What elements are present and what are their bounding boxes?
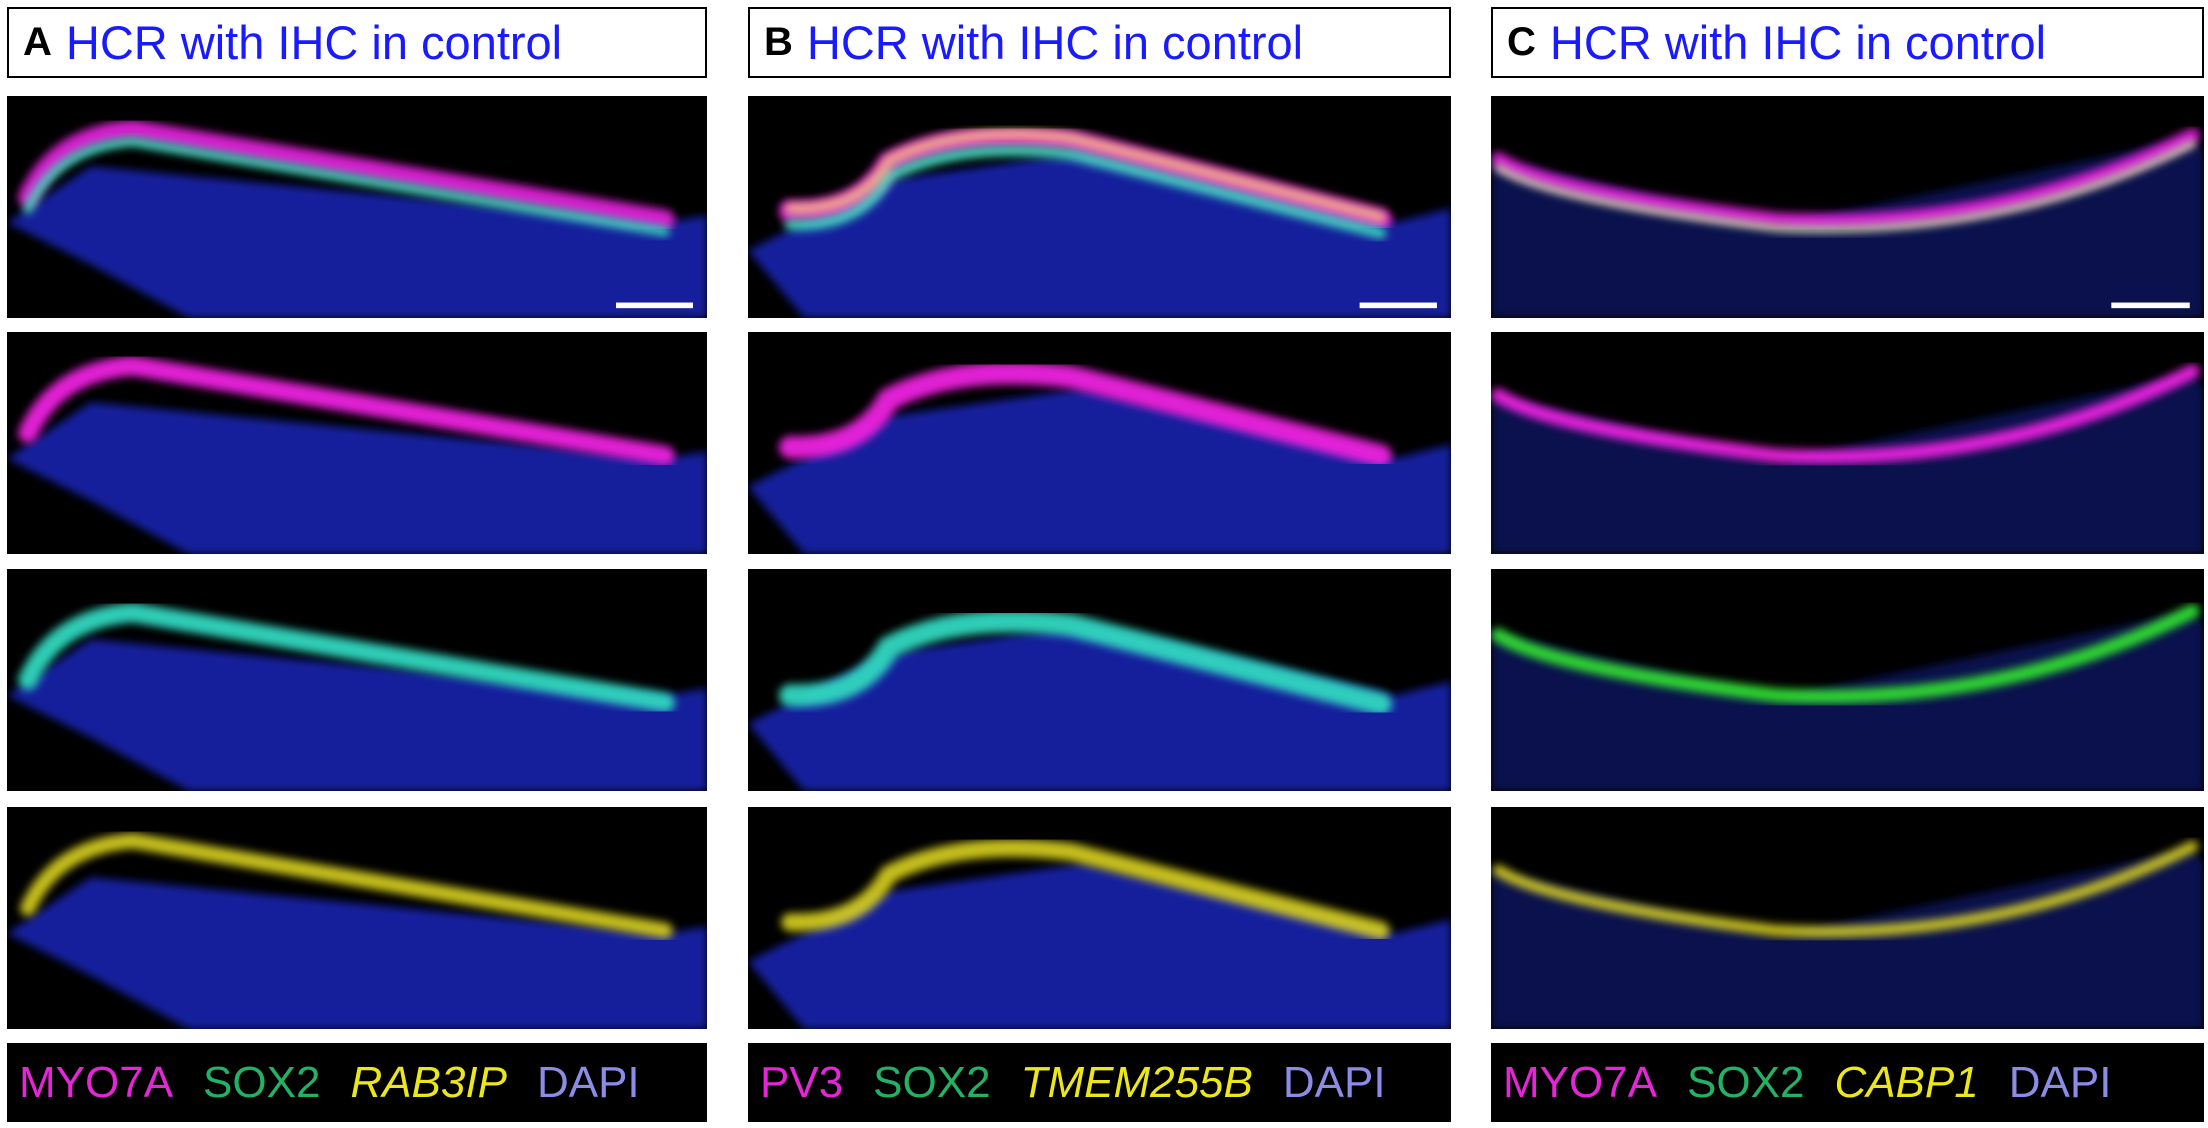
micrograph-svg — [7, 119, 707, 318]
panel-column: A HCR with IHC in control MYO7A SOX2 RAB3IP D… — [7, 0, 707, 1128]
signal-band — [781, 839, 1390, 940]
signal-band — [18, 355, 675, 466]
panel-title: HCR with IHC in control — [806, 16, 1304, 69]
panel-column: C HCR with IHC in control MYO7A SOX2 CABP1 DA… — [1491, 0, 2204, 1128]
signal-band — [1491, 128, 2200, 228]
dapi-tissue — [748, 863, 1451, 1029]
micrograph-svg — [748, 610, 1451, 791]
panel-header: C HCR with IHC in control — [1491, 7, 2204, 78]
micrograph — [7, 96, 707, 318]
signal-band — [1491, 604, 2200, 704]
signal-band — [1491, 364, 2200, 464]
dapi-tissue — [7, 639, 707, 791]
micrograph — [748, 332, 1451, 554]
signal-band — [784, 128, 1387, 223]
dapi-tissue — [7, 402, 707, 554]
panel-header: B HCR with IHC in control — [748, 7, 1451, 78]
panel-header: A HCR with IHC in control — [7, 7, 707, 78]
micrograph — [748, 569, 1451, 791]
micrograph — [1491, 807, 2204, 1029]
signal-band — [778, 361, 1392, 467]
panel-title: HCR with IHC in control — [65, 16, 563, 69]
signal-band — [1492, 840, 2199, 938]
signal-band — [18, 602, 675, 713]
signal-band — [20, 832, 673, 939]
legend-label: DAPI — [2008, 1057, 2112, 1107]
micrograph-svg — [1491, 128, 2204, 318]
panel-title: HCR with IHC in control — [1549, 16, 2047, 69]
panel-letter: B — [764, 20, 793, 64]
dapi-tissue — [1491, 374, 2204, 554]
micrograph — [748, 96, 1451, 318]
micrograph — [1491, 332, 2204, 554]
legend-label: DAPI — [536, 1057, 640, 1107]
micrograph — [1491, 569, 2204, 791]
panel-column: B HCR with IHC in control PV3 SOX2 TMEM255B D… — [748, 0, 1451, 1128]
micrograph-svg — [7, 832, 707, 1029]
legend-label: SOX2 — [1687, 1057, 1805, 1107]
dapi-tissue — [7, 877, 707, 1029]
dapi-tissue — [748, 152, 1451, 318]
micrograph — [748, 807, 1451, 1029]
legend-bar: MYO7A SOX2 CABP1 DAPI — [1491, 1043, 2204, 1122]
micrograph — [7, 569, 707, 791]
micrograph-svg — [1491, 604, 2204, 791]
micrograph-svg — [1491, 840, 2204, 1029]
signal-band — [778, 610, 1392, 716]
micrograph-svg — [748, 125, 1451, 318]
micrograph-svg — [1491, 364, 2204, 554]
dapi-tissue — [1491, 849, 2204, 1029]
legend-label: SOX2 — [203, 1057, 321, 1107]
scale-bar — [1359, 302, 1437, 309]
legend-label: PV3 — [760, 1057, 844, 1107]
micrograph-svg — [7, 355, 707, 554]
signal-band — [18, 119, 675, 230]
dapi-tissue — [7, 166, 707, 318]
signal-band — [1494, 140, 2197, 233]
micrograph-svg — [748, 839, 1451, 1029]
legend-label: TMEM255B — [1020, 1057, 1253, 1107]
dapi-tissue — [748, 388, 1451, 554]
micrograph-svg — [7, 602, 707, 791]
micrograph — [1491, 96, 2204, 318]
panel-letter: A — [23, 20, 52, 64]
panel-letter: C — [1507, 20, 1536, 64]
micrograph — [7, 332, 707, 554]
scale-bar — [2111, 302, 2190, 309]
scale-bar — [616, 302, 693, 309]
signal-band — [23, 136, 670, 237]
dapi-tissue — [748, 625, 1451, 791]
legend-label: DAPI — [1282, 1057, 1386, 1107]
legend-label: SOX2 — [873, 1057, 991, 1107]
micrograph-svg — [748, 361, 1451, 554]
signal-band — [784, 144, 1387, 239]
legend-bar: MYO7A SOX2 RAB3IP DAPI — [7, 1043, 707, 1122]
legend-label: MYO7A — [19, 1057, 174, 1107]
legend-label: CABP1 — [1834, 1057, 1979, 1107]
legend-label: MYO7A — [1503, 1057, 1658, 1107]
legend-bar: PV3 SOX2 TMEM255B DAPI — [748, 1043, 1451, 1122]
legend-label: RAB3IP — [350, 1057, 507, 1107]
micrograph — [7, 807, 707, 1029]
